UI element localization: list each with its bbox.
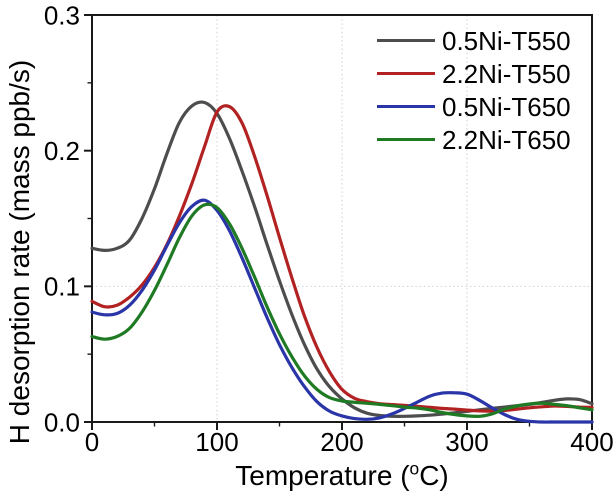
y-tick-label: 0.1: [44, 272, 80, 302]
x-tick-label: 100: [195, 427, 238, 457]
legend-label: 2.2Ni-T650: [442, 124, 571, 155]
legend-line-swatch: [377, 104, 435, 109]
legend-line-swatch: [377, 137, 435, 142]
x-tick-label: 400: [570, 427, 613, 457]
y-axis-title: H desorption rate (mass ppb/s): [4, 59, 35, 445]
legend-label: 0.5Ni-T650: [442, 91, 571, 122]
x-axis-title-text: Temperature (: [235, 460, 410, 491]
degree-superscript: o: [409, 458, 420, 479]
x-tick-label: 300: [445, 427, 488, 457]
legend-line-swatch: [377, 71, 435, 76]
y-tick-label: 0.2: [44, 136, 80, 166]
x-tick-label: 0: [85, 427, 99, 457]
curve-0.5ni-t650: [90, 198, 594, 424]
legend-label: 2.2Ni-T550: [442, 58, 571, 89]
legend-item: 0.5Ni-T650: [377, 90, 571, 123]
x-axis-title-unit: C): [419, 460, 449, 491]
legend-item: 2.2Ni-T650: [377, 123, 571, 156]
x-tick-label: 200: [320, 427, 363, 457]
legend-item: 2.2Ni-T550: [377, 57, 571, 90]
y-tick-label: 0.0: [44, 407, 80, 437]
y-tick-label: 0.3: [44, 0, 80, 30]
curve-2.2ni-t550: [90, 104, 594, 413]
curve-2.2ni-t650: [90, 202, 594, 419]
legend-item: 0.5Ni-T550: [377, 24, 571, 57]
legend-line-swatch: [377, 38, 435, 43]
legend: 0.5Ni-T550 2.2Ni-T550 0.5Ni-T650 2.2Ni-T…: [377, 24, 571, 156]
legend-label: 0.5Ni-T550: [442, 25, 571, 56]
x-axis-title: Temperature (oC): [92, 460, 592, 492]
